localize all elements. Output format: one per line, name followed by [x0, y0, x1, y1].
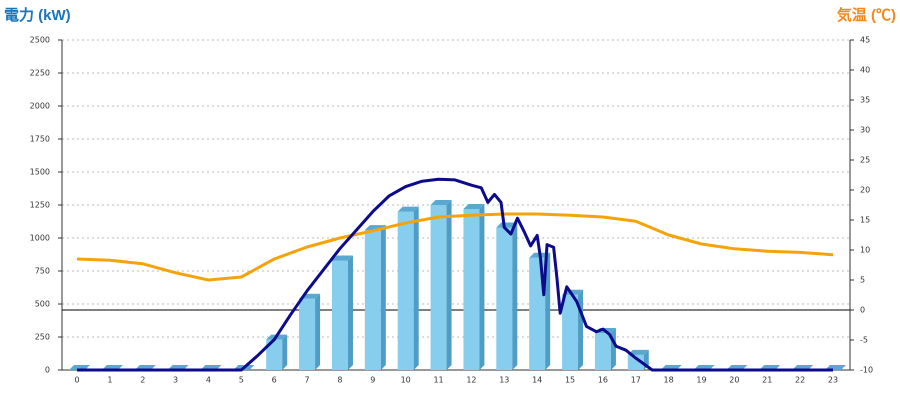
bar-face [512, 222, 518, 370]
bar [331, 255, 353, 370]
bar-face [479, 203, 485, 370]
x-tick-label: 12 [466, 376, 476, 385]
bar-face [627, 349, 649, 355]
bar-face [496, 227, 513, 370]
y-tick-label: 0 [45, 366, 50, 375]
bar-face [430, 205, 447, 370]
bar-face [299, 298, 316, 370]
x-tick-label: 6 [272, 376, 277, 385]
y-tick-label: 250 [35, 333, 50, 342]
y2-tick-label: 45 [860, 36, 870, 45]
x-tick-label: 2 [140, 376, 145, 385]
x-tick-label: 15 [565, 376, 575, 385]
bar [594, 328, 616, 370]
bar-face [496, 222, 518, 228]
power-line [77, 177, 833, 372]
bar-face [331, 260, 348, 370]
y2-tick-label: -10 [860, 366, 873, 375]
y-tick-label: 1500 [30, 168, 50, 177]
x-tick-label: 17 [631, 376, 641, 385]
x-tick-label: 4 [206, 376, 211, 385]
y2-tick-label: 40 [860, 66, 870, 75]
bar [430, 200, 452, 370]
bar [496, 222, 518, 370]
temperature-line [76, 212, 834, 282]
x-tick-label: 14 [532, 376, 542, 385]
bar-face [594, 333, 611, 370]
y2-tick-label: 35 [860, 96, 870, 105]
y2-tick-label: -5 [860, 336, 868, 345]
bar-face [347, 255, 353, 370]
x-tick-label: 5 [239, 376, 244, 385]
bar-face [463, 203, 485, 209]
y2-tick-label: 20 [860, 186, 870, 195]
bar [266, 334, 288, 370]
x-tick-label: 0 [74, 376, 79, 385]
y-axis-title: 電力 (kW) [4, 6, 71, 24]
y-tick-label: 1250 [30, 201, 50, 210]
x-tick-label: 11 [433, 376, 443, 385]
y2-tick-label: 10 [860, 246, 870, 255]
y2-tick-label: 25 [860, 156, 870, 165]
x-tick-label: 21 [762, 376, 772, 385]
y2-axis-title: 気温 (℃) [837, 6, 896, 24]
bar-face [364, 230, 381, 370]
x-tick-label: 13 [499, 376, 509, 385]
x-tick-label: 9 [370, 376, 375, 385]
bar-face [397, 211, 414, 370]
bar-face [545, 252, 551, 370]
y-tick-label: 2500 [30, 36, 50, 45]
x-tick-label: 10 [401, 376, 411, 385]
bar-face [446, 200, 452, 370]
y2-tick-label: 15 [860, 216, 870, 225]
y2-tick-label: 5 [860, 276, 865, 285]
y2-tick-label: 0 [860, 306, 865, 315]
bar [299, 293, 321, 370]
bar-face [610, 328, 616, 370]
x-tick-label: 20 [729, 376, 739, 385]
bar-face [380, 225, 386, 370]
y-tick-label: 1000 [30, 234, 50, 243]
y-tick-label: 2250 [30, 69, 50, 78]
y-tick-label: 750 [35, 267, 50, 276]
bar [364, 225, 386, 370]
x-tick-label: 16 [598, 376, 608, 385]
bar-face [315, 293, 321, 370]
x-tick-label: 23 [828, 376, 838, 385]
bar-face [627, 354, 644, 370]
bar-face [562, 294, 579, 370]
bar-face [331, 255, 353, 261]
bar-face [413, 206, 419, 370]
bar [562, 289, 584, 370]
bar-face [282, 334, 288, 370]
bar-face [529, 257, 546, 370]
bar [529, 252, 551, 370]
x-tick-label: 18 [664, 376, 674, 385]
y-tick-label: 500 [35, 300, 50, 309]
x-tick-label: 19 [696, 376, 706, 385]
bar [463, 203, 485, 370]
bar-face [430, 200, 452, 205]
bar-face [463, 208, 480, 370]
bar-face [266, 339, 283, 370]
y-tick-label: 1750 [30, 135, 50, 144]
x-tick-label: 8 [337, 376, 342, 385]
x-tick-label: 22 [795, 376, 805, 385]
bar-face [562, 289, 584, 295]
bar [397, 206, 419, 370]
x-tick-label: 7 [305, 376, 310, 385]
bar-face [578, 289, 584, 370]
x-tick-label: 1 [107, 376, 112, 385]
y-tick-label: 2000 [30, 102, 50, 111]
y2-tick-label: 30 [860, 126, 870, 135]
bar-face [397, 206, 419, 212]
x-tick-label: 3 [173, 376, 178, 385]
